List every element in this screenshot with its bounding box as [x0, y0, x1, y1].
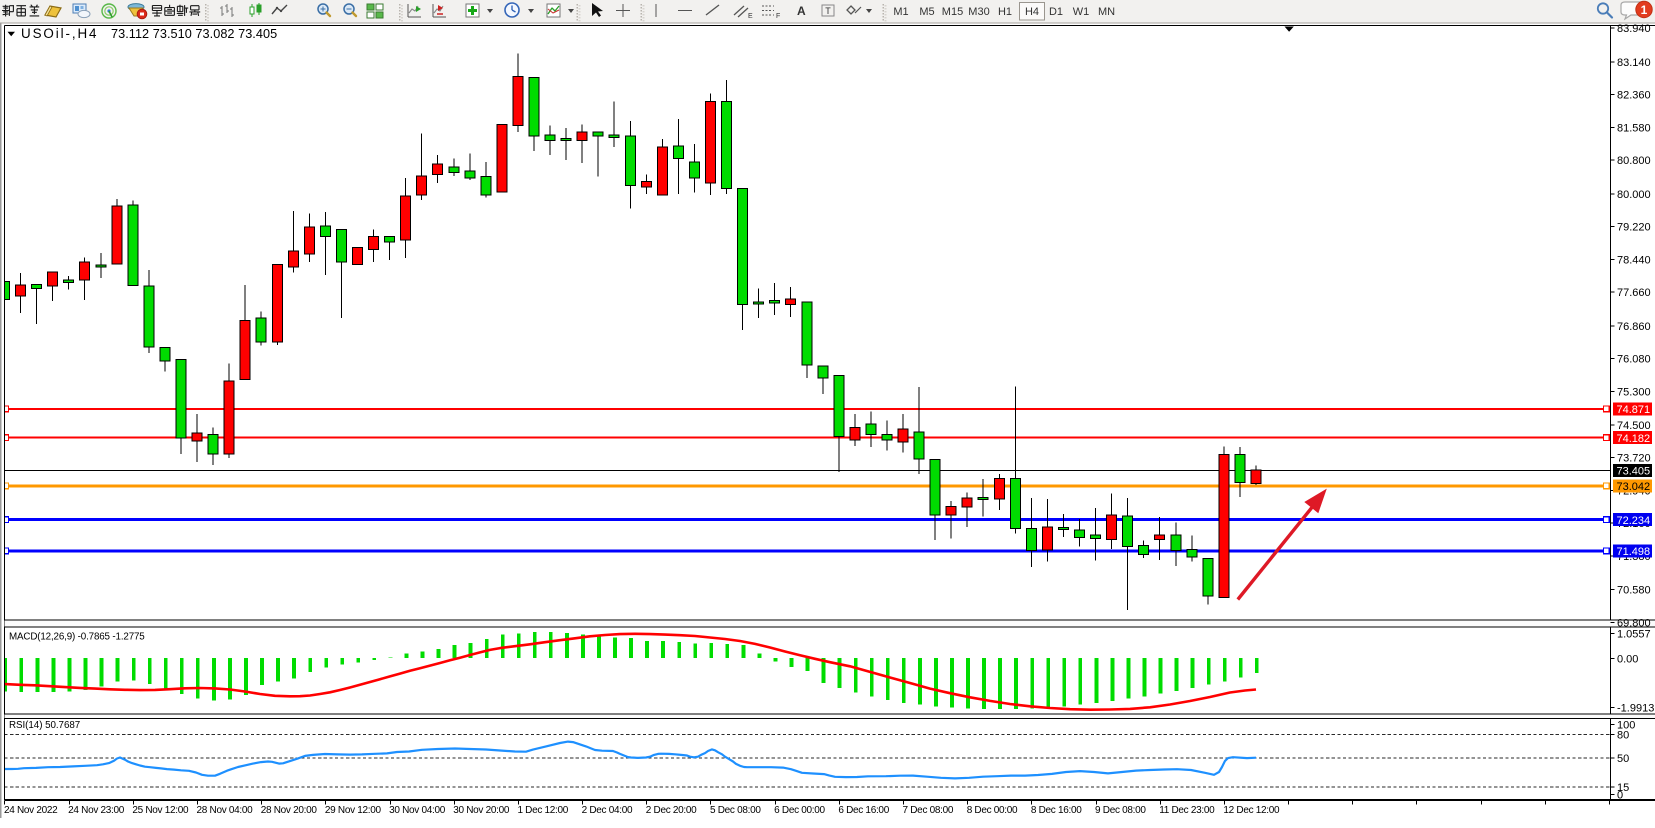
- svg-text:24 Nov 23:00: 24 Nov 23:00: [68, 805, 125, 816]
- svg-text:2 Dec 04:00: 2 Dec 04:00: [582, 805, 633, 816]
- svg-text:9 Dec 08:00: 9 Dec 08:00: [1095, 805, 1146, 816]
- svg-text:M30: M30: [968, 6, 989, 18]
- svg-text:1: 1: [1641, 3, 1648, 17]
- svg-text:M5: M5: [919, 6, 934, 18]
- svg-text:0.00: 0.00: [1617, 653, 1638, 665]
- svg-text:0: 0: [1617, 790, 1623, 802]
- svg-text:USOil-,H4: USOil-,H4: [21, 26, 98, 41]
- svg-text:1.0557: 1.0557: [1617, 629, 1651, 641]
- svg-text:H1: H1: [998, 6, 1012, 18]
- svg-text:82.360: 82.360: [1617, 90, 1651, 102]
- svg-text:W1: W1: [1073, 6, 1090, 18]
- svg-text:F: F: [776, 13, 780, 20]
- svg-text:76.080: 76.080: [1617, 354, 1651, 366]
- svg-text:30 Nov 04:00: 30 Nov 04:00: [389, 805, 446, 816]
- svg-text:81.580: 81.580: [1617, 122, 1651, 134]
- svg-text:28 Nov 20:00: 28 Nov 20:00: [261, 805, 318, 816]
- svg-text:12 Dec 12:00: 12 Dec 12:00: [1223, 805, 1280, 816]
- svg-text:71.498: 71.498: [1617, 546, 1651, 558]
- svg-text:76.860: 76.860: [1617, 321, 1651, 333]
- svg-text:74.871: 74.871: [1617, 404, 1651, 416]
- svg-text:-1.9913: -1.9913: [1617, 703, 1654, 715]
- svg-text:M1: M1: [893, 6, 908, 18]
- svg-text:80.800: 80.800: [1617, 155, 1651, 167]
- svg-text:75.300: 75.300: [1617, 386, 1651, 398]
- svg-text:5 Dec 08:00: 5 Dec 08:00: [710, 805, 761, 816]
- svg-text:A: A: [797, 4, 806, 18]
- svg-text:29 Nov 12:00: 29 Nov 12:00: [325, 805, 382, 816]
- svg-text:6 Dec 00:00: 6 Dec 00:00: [774, 805, 825, 816]
- svg-text:7 Dec 08:00: 7 Dec 08:00: [903, 805, 954, 816]
- svg-text:H4: H4: [1025, 6, 1039, 18]
- svg-text:8 Dec 16:00: 8 Dec 16:00: [1031, 805, 1082, 816]
- svg-text:83.940: 83.940: [1617, 23, 1651, 35]
- svg-text:50: 50: [1617, 753, 1629, 765]
- svg-text:RSI(14) 50.7687: RSI(14) 50.7687: [9, 720, 80, 731]
- svg-text:72.234: 72.234: [1617, 515, 1651, 527]
- svg-text:77.660: 77.660: [1617, 287, 1651, 299]
- svg-text:25 Nov 12:00: 25 Nov 12:00: [132, 805, 189, 816]
- svg-text:8 Dec 00:00: 8 Dec 00:00: [967, 805, 1018, 816]
- svg-text:73.405: 73.405: [1617, 466, 1651, 478]
- svg-text:MACD(12,26,9) -0.7865 -1.2775: MACD(12,26,9) -0.7865 -1.2775: [9, 632, 145, 643]
- svg-text:11 Dec 23:00: 11 Dec 23:00: [1159, 805, 1215, 816]
- svg-text:24 Nov 2022: 24 Nov 2022: [4, 805, 58, 816]
- svg-text:1 Dec 12:00: 1 Dec 12:00: [517, 805, 568, 816]
- svg-text:30 Nov 20:00: 30 Nov 20:00: [453, 805, 510, 816]
- svg-text:T: T: [825, 6, 831, 16]
- svg-text:80: 80: [1617, 729, 1629, 741]
- svg-text:70.580: 70.580: [1617, 585, 1651, 597]
- svg-text:73.720: 73.720: [1617, 453, 1651, 465]
- svg-text:73.042: 73.042: [1617, 481, 1651, 493]
- svg-text:6 Dec 16:00: 6 Dec 16:00: [838, 805, 889, 816]
- svg-text:M15: M15: [942, 6, 963, 18]
- svg-text:2 Dec 20:00: 2 Dec 20:00: [646, 805, 697, 816]
- svg-text:80.000: 80.000: [1617, 189, 1651, 201]
- svg-text:73.112 73.510 73.082 73.405: 73.112 73.510 73.082 73.405: [111, 27, 277, 41]
- svg-text:83.140: 83.140: [1617, 57, 1651, 69]
- svg-text:78.440: 78.440: [1617, 254, 1651, 266]
- svg-text:79.220: 79.220: [1617, 222, 1651, 234]
- svg-text:28 Nov 04:00: 28 Nov 04:00: [197, 805, 254, 816]
- svg-text:MN: MN: [1098, 6, 1115, 18]
- svg-text:74.182: 74.182: [1617, 433, 1651, 445]
- svg-text:74.500: 74.500: [1617, 420, 1651, 432]
- svg-text:E: E: [748, 13, 753, 20]
- svg-text:D1: D1: [1049, 6, 1063, 18]
